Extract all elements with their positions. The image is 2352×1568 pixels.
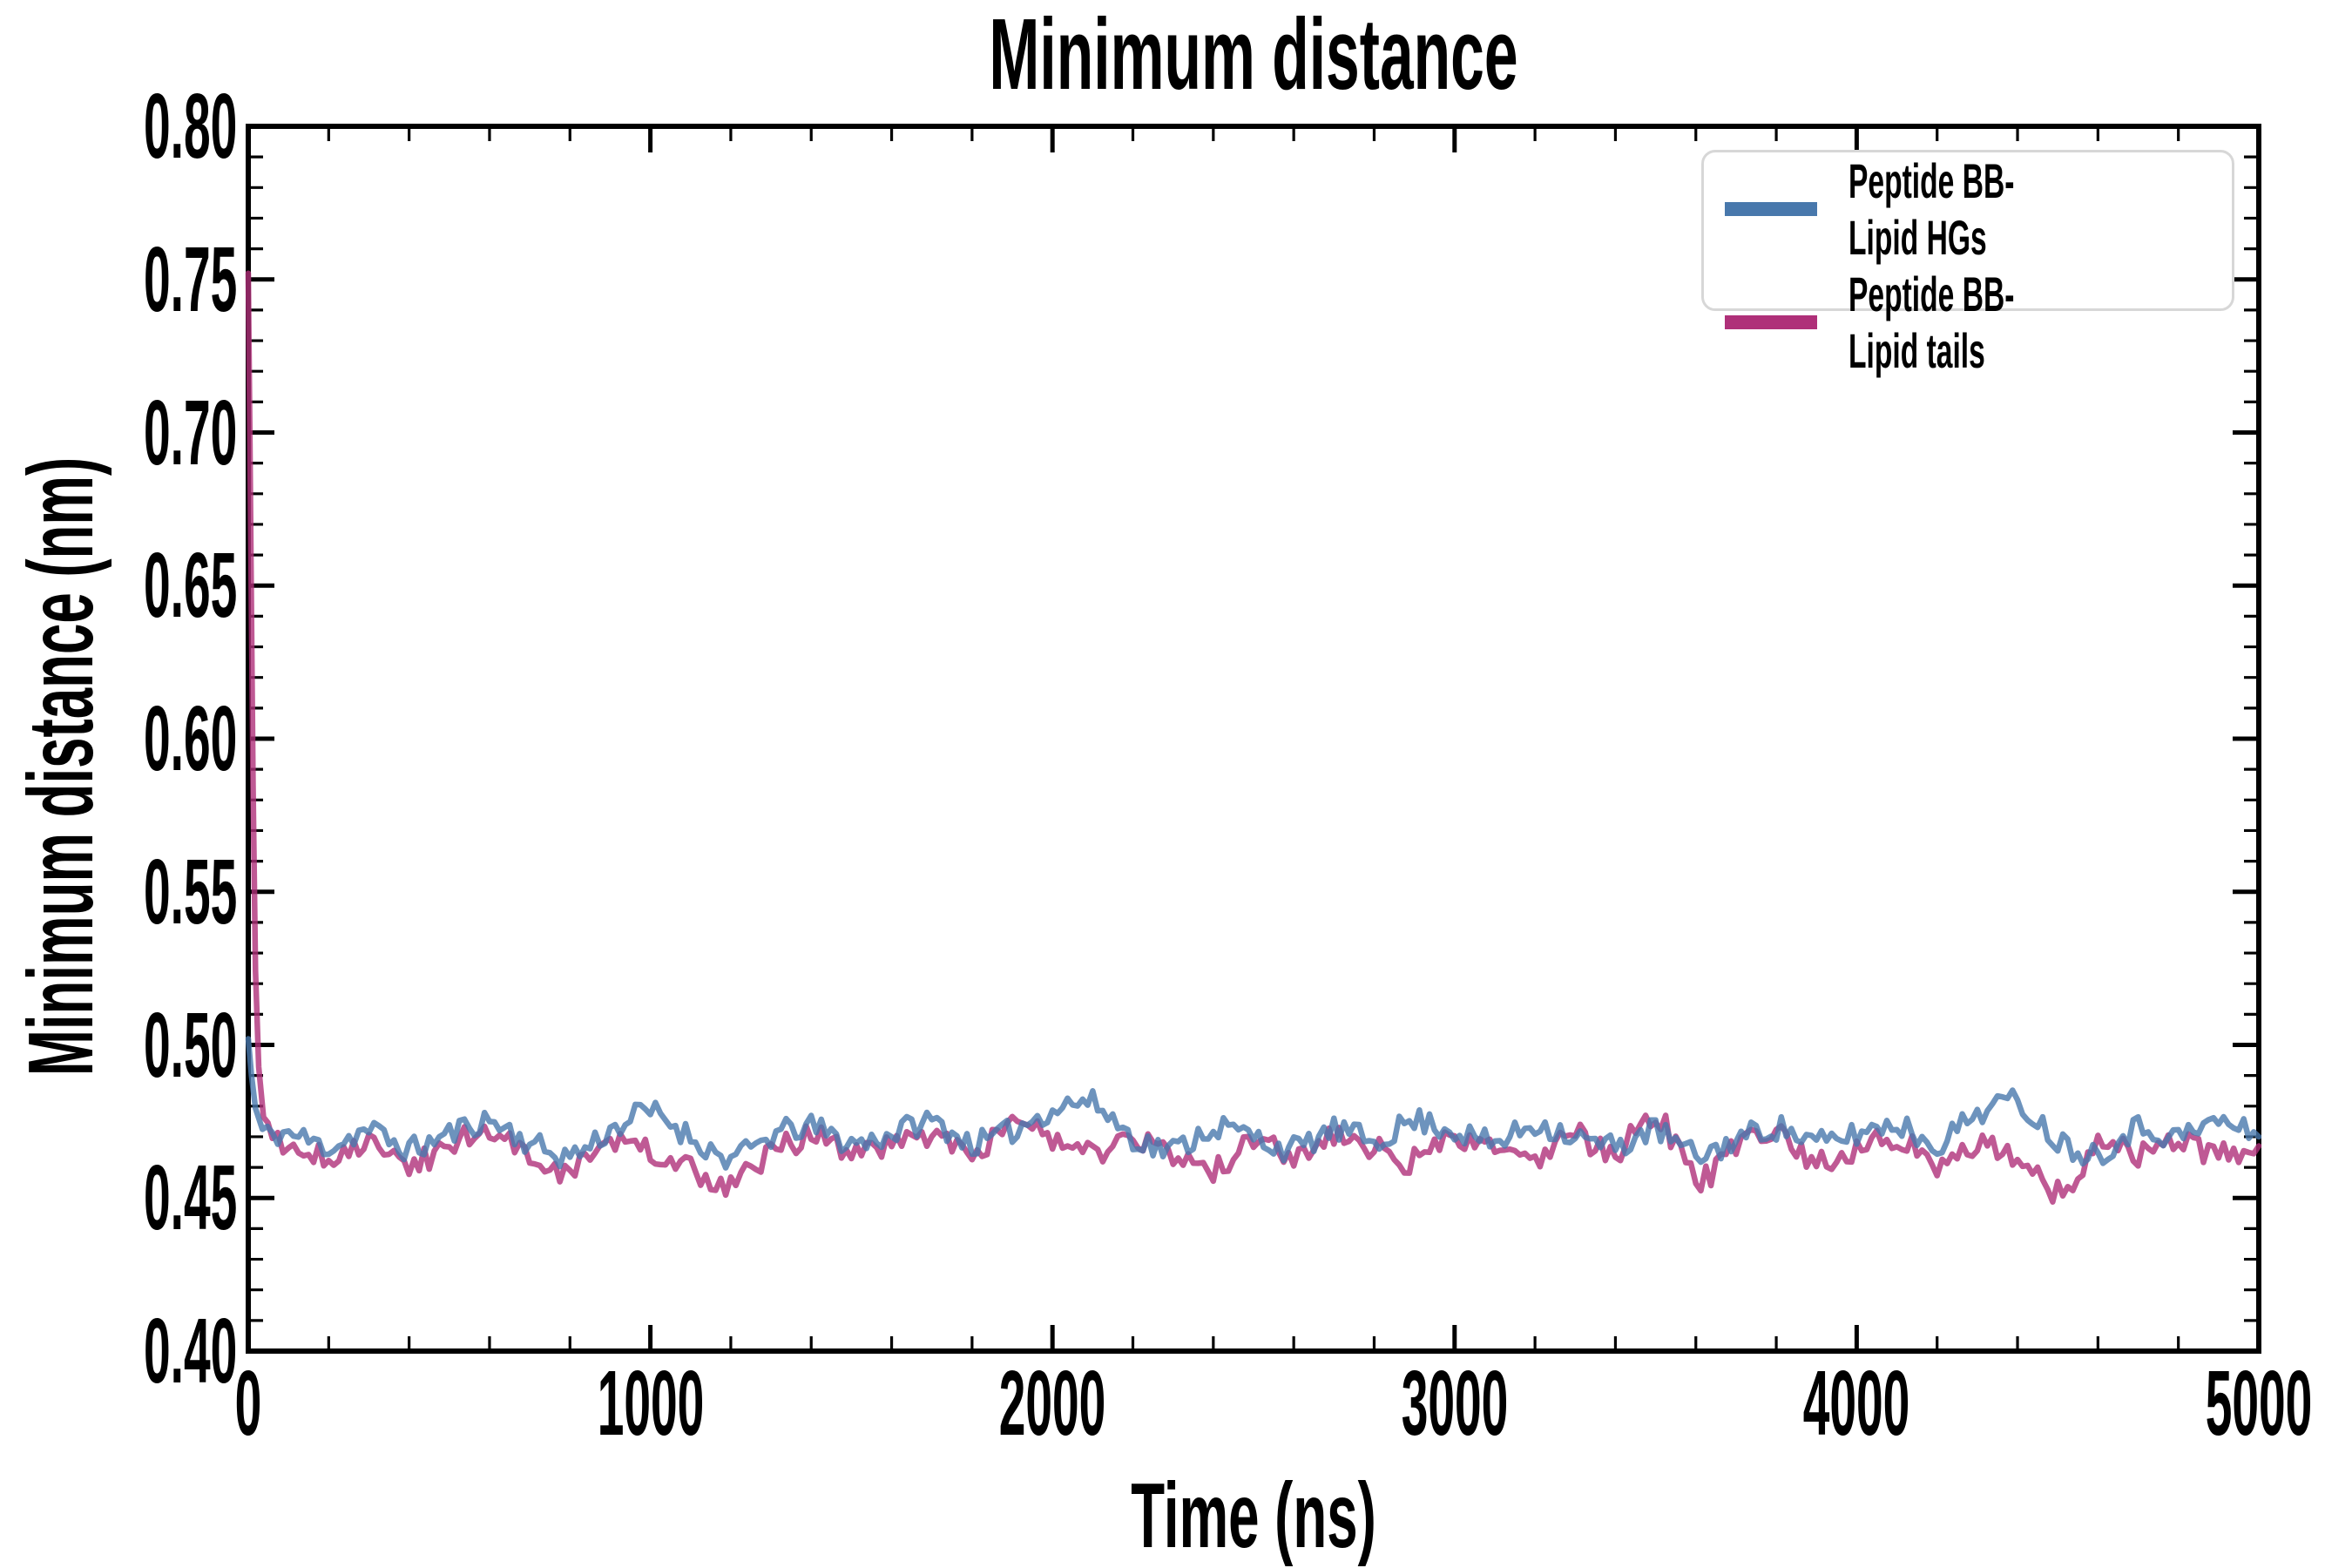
- series-lines: [245, 270, 2262, 1205]
- legend-swatch: [1725, 315, 1817, 329]
- y-tick-label-text: 0.55: [143, 840, 237, 943]
- legend-swatch: [1725, 202, 1817, 216]
- y-tick-label: 0.60: [57, 693, 237, 785]
- y-tick-label: 0.75: [57, 233, 237, 326]
- x-tick-label-text: 4000: [1803, 1352, 1910, 1455]
- y-tick-label-text: 0.65: [143, 534, 237, 638]
- y-tick-label: 0.45: [57, 1152, 237, 1244]
- x-tick-label: 0: [223, 1357, 274, 1450]
- x-tick-label: 4000: [1754, 1357, 1959, 1450]
- y-tick-label: 0.50: [57, 999, 237, 1092]
- y-tick-label: 0.80: [57, 80, 237, 172]
- y-tick-label: 0.40: [57, 1305, 237, 1397]
- x-tick-label: 3000: [1352, 1357, 1558, 1450]
- legend-label-text: Peptide BB-Lipid tails: [1848, 267, 2015, 378]
- y-tick-label-text: 0.40: [143, 1300, 237, 1402]
- x-tick-label: 2000: [950, 1357, 1155, 1450]
- x-tick-label-text: 5000: [2205, 1352, 2313, 1455]
- chart-title-text: Minimum distance: [989, 0, 1518, 111]
- y-tick-label-text: 0.50: [143, 993, 237, 1097]
- legend-row: Peptide BB-Lipid tails: [1704, 266, 2232, 379]
- y-tick-label: 0.55: [57, 846, 237, 938]
- y-tick-label-text: 0.60: [143, 687, 237, 790]
- series-line-0: [245, 1036, 2262, 1171]
- x-tick-label: 1000: [548, 1357, 754, 1450]
- y-tick-label-text: 0.80: [143, 75, 237, 178]
- y-tick-label: 0.70: [57, 387, 237, 479]
- y-tick-label-text: 0.70: [143, 381, 237, 484]
- x-axis-label-text: Time (ns): [1131, 1464, 1376, 1567]
- x-tick-label-text: 2000: [998, 1352, 1106, 1455]
- legend-row: Peptide BB-Lipid HGs: [1704, 152, 2232, 266]
- y-tick-label-text: 0.45: [143, 1146, 237, 1250]
- legend-label: Peptide BB-Lipid HGs: [1848, 152, 2232, 266]
- x-tick-label-text: 1000: [597, 1352, 704, 1455]
- x-tick-label-text: 0: [234, 1352, 262, 1455]
- y-tick-label: 0.65: [57, 539, 237, 632]
- x-tick-label-text: 3000: [1401, 1352, 1509, 1455]
- legend: Peptide BB-Lipid HGs Peptide BB-Lipid tai…: [1701, 150, 2234, 378]
- legend-label-text: Peptide BB-Lipid HGs: [1848, 153, 2015, 265]
- legend-label: Peptide BB-Lipid tails: [1848, 266, 2232, 379]
- x-axis-label: Time (ns): [1049, 1470, 1457, 1562]
- chart-title: Minimum distance: [813, 3, 1694, 105]
- x-tick-label: 5000: [2156, 1357, 2352, 1450]
- series-line-1: [245, 270, 2262, 1205]
- y-tick-label-text: 0.75: [143, 227, 237, 331]
